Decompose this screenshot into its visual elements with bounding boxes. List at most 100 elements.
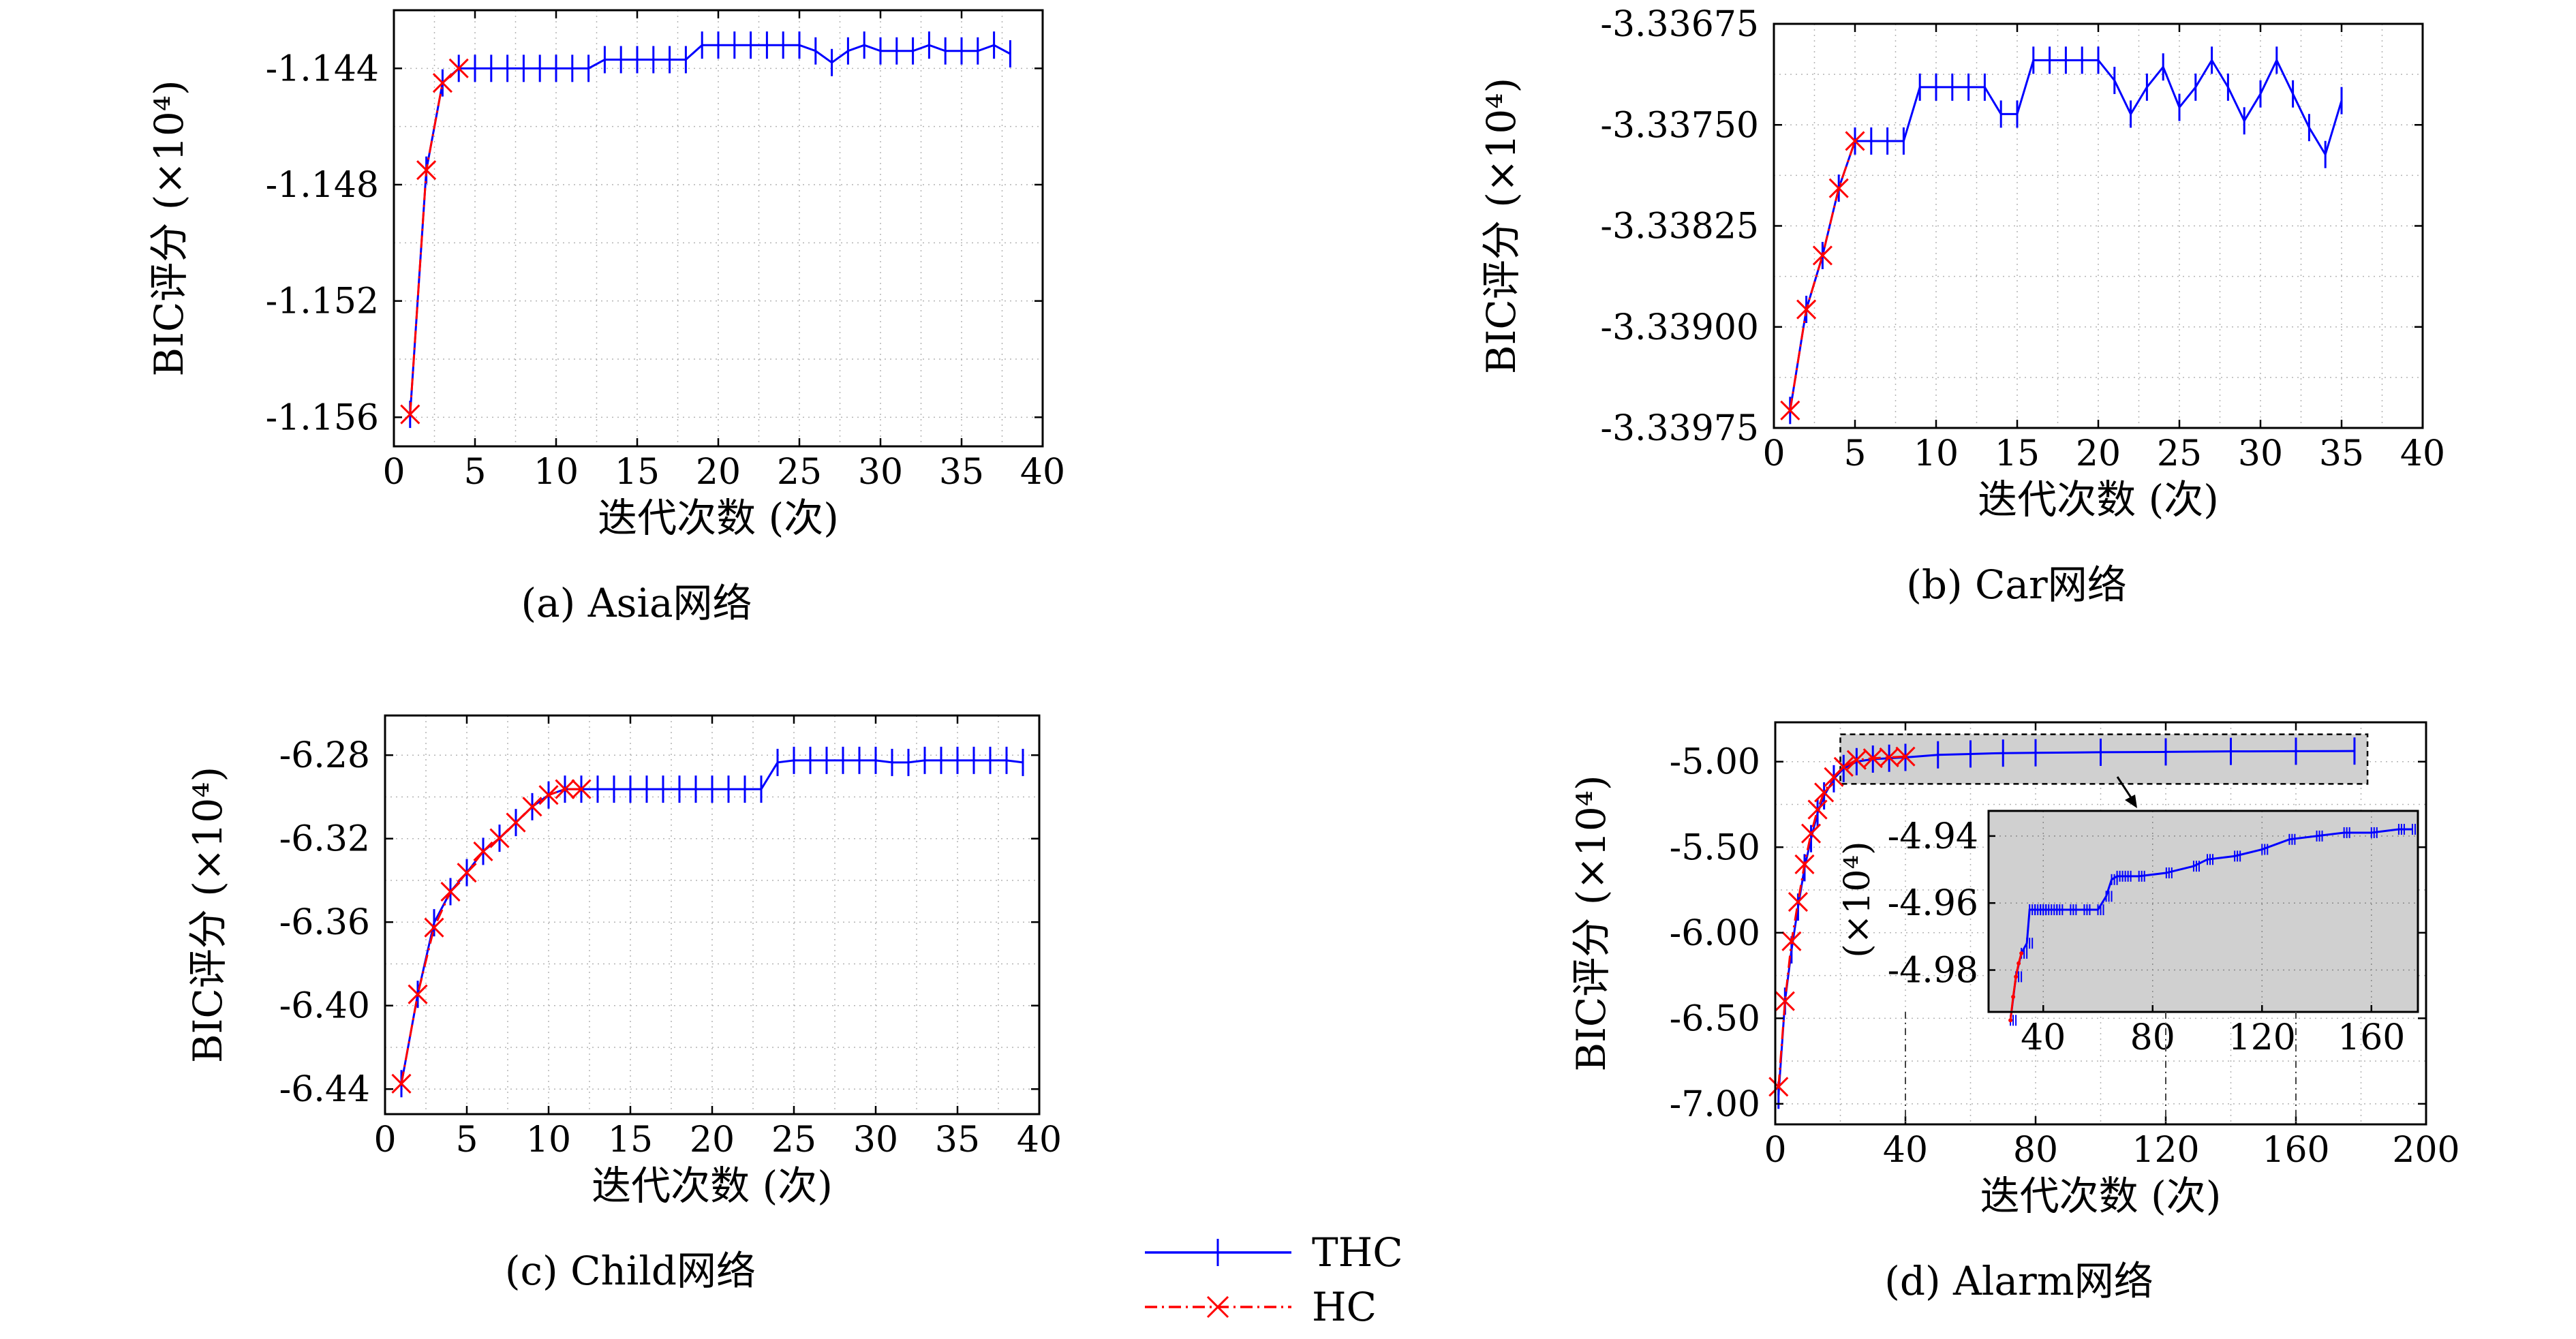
legend-entry-thc: THC [1145,1229,1403,1276]
inset-y-axis-label: (×10⁴) [1837,841,1878,957]
data-point-11 [571,779,592,799]
y-tick-label: -3.33825 [1600,206,1759,247]
chart-panel-c: 0 5 10 15 20 25 30 35 40 -6.28 -6.32 -6.36 -6.40 -6.4… [185,714,1062,1294]
data-point-1 [1775,991,1795,1011]
data-point-12 [1879,747,1899,768]
y-tick-label: -5.00 [1670,742,1760,783]
chart-caption: (b) Car网络 [1906,561,2127,608]
y-tick-label: -3.33750 [1600,105,1759,146]
inset-point-3 [2017,961,2021,966]
x-tick-label: 0 [1762,433,1785,474]
inset-point-1 [2011,994,2016,999]
inset-chart: 40 80 120 160 -4.94 -4.96 -4.98(×10⁴) [1837,776,2419,1124]
x-tick-label: 80 [2013,1130,2058,1171]
inset-x-tick-label: 80 [2130,1017,2175,1058]
data-point-9 [1833,756,1854,777]
data-point-4 [457,863,477,883]
y-tick-label: -6.28 [279,735,370,776]
data-point-8 [522,797,542,817]
x-tick-label: 15 [1995,433,2040,474]
data-point-10 [555,779,575,799]
series-hc [1768,746,1916,1097]
y-tick-label: -7.00 [1670,1084,1760,1125]
chart-panel-a: 0 5 10 15 20 25 30 35 40 -1.144 -1.148 -1.152 -1.156… [146,9,1065,626]
legend-label: HC [1312,1284,1377,1330]
x-tick-label: 20 [696,452,741,493]
y-axis-label: BIC评分 (×10⁴) [1478,78,1524,374]
x-tick-label: 25 [2157,433,2202,474]
x-tick-label: 35 [939,452,984,493]
legend-entry-hc: HC [1145,1284,1377,1330]
series-line-hc [400,788,581,1084]
data-point-0 [391,1073,412,1094]
y-tick-label: -1.148 [266,165,379,206]
chart-caption: (a) Asia网络 [521,580,752,626]
grid [1774,23,2423,429]
data-point-2 [424,917,444,938]
inset-y-tick-label: -4.94 [1888,816,1978,857]
data-point-9 [538,785,559,805]
chart-caption: (c) Child网络 [505,1248,756,1294]
data-point-0 [1780,400,1800,420]
x-tick-label: 15 [615,452,660,493]
y-tick-label: -3.33675 [1600,4,1759,45]
data-point-3 [448,58,469,78]
zoom-region [1839,733,2369,785]
y-tick-label: -6.44 [279,1069,370,1110]
y-tick-label: -3.33900 [1600,307,1759,348]
data-point-7 [1814,782,1835,803]
x-tick-label: 0 [1764,1130,1786,1171]
y-axis-label: BIC评分 (×10⁴) [146,80,192,376]
x-tick-label: 0 [382,452,405,493]
series-line-hc [1777,755,1906,1087]
inset-x-tick-label: 40 [2021,1017,2066,1058]
chart-caption: (d) Alarm网络 [1884,1258,2153,1304]
x-tick-label: 120 [2132,1130,2199,1171]
x-tick-label: 40 [1017,1120,1062,1160]
y-tick-label: -6.32 [279,819,370,860]
chart-panel-d: 0 40 80 120 160 200 -5.00 -5.50 -6.00 -6.50 -7.00 迭… [1568,721,2460,1304]
y-tick-label: -6.50 [1670,998,1760,1039]
data-point-0 [400,404,420,425]
chart-panels: 0 5 10 15 20 25 30 35 40 -1.144 -1.148 -1.152 -1.156… [146,4,2460,1304]
x-tick-label: 10 [534,452,579,493]
data-point-3 [1788,892,1808,912]
y-tick-label: -6.36 [279,902,370,943]
x-tick-label: 5 [455,1120,478,1160]
x-tick-label: 30 [858,452,903,493]
plot-frame [1774,721,2427,1126]
inset-point-4 [2019,951,2024,955]
x-tick-label: 30 [853,1120,898,1160]
y-tick-label: -6.40 [279,986,370,1027]
x-axis-label: 迭代次数 (次) [598,495,839,541]
x-tick-label: 5 [1843,433,1866,474]
inset-y-tick-label: -4.98 [1888,951,1978,991]
grid [394,10,1043,446]
inset-point-2 [2014,974,2019,979]
series-thc [409,31,1011,429]
x-tick-label: 30 [2238,433,2283,474]
data-point-1 [416,160,437,181]
x-tick-label: 25 [777,452,822,493]
series-hc [391,779,592,1094]
data-point-4 [1845,131,1865,151]
data-point-1 [408,984,428,1004]
inset-x-tick-label: 160 [2337,1017,2405,1058]
x-axis-label: 迭代次数 (次) [1978,476,2219,523]
inset-x-tick-label: 120 [2228,1017,2296,1058]
series-line-thc [409,44,1011,415]
shared-legend: THC HC [1145,1229,1403,1330]
y-tick-label: -1.156 [266,397,379,438]
data-point-0 [1768,1077,1789,1097]
x-tick-label: 5 [463,452,486,493]
x-axis-label: 迭代次数 (次) [1980,1173,2222,1219]
zoom-arrow-head [2125,795,2137,808]
y-tick-label: -3.33975 [1600,408,1759,449]
series-hc [1780,131,1865,420]
series-thc [1789,46,2343,425]
series-hc [400,58,469,425]
data-point-2 [1812,245,1833,266]
chart-panel-b: 0 5 10 15 20 25 30 35 40 -3.33675 -3.33750 -3.33825… [1478,4,2445,608]
x-tick-label: 35 [2319,433,2364,474]
